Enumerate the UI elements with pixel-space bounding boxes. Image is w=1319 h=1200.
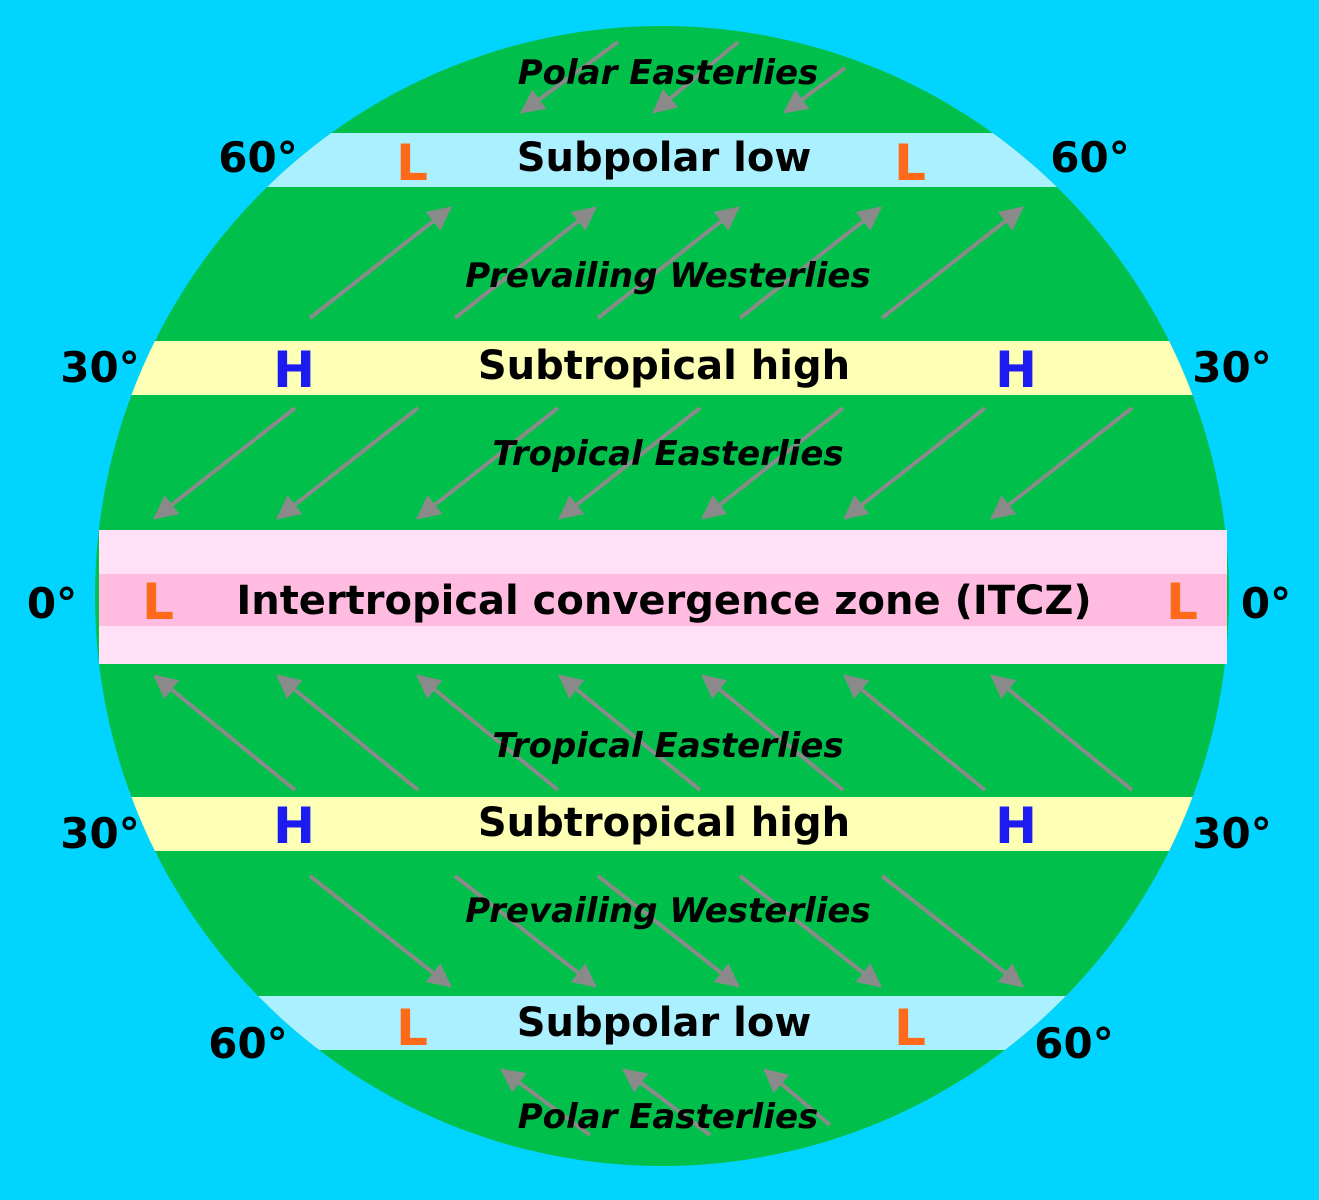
prevailing-westerlies-label-south: Prevailing Westerlies [465, 891, 870, 931]
polar-easterlies-label-south: Polar Easterlies [518, 1097, 819, 1137]
arrow-polar-easterly [622, 1068, 712, 1137]
arrow-polar-easterly [783, 66, 847, 114]
arrow-tropical-easterly [276, 406, 420, 520]
arrow-westerly [738, 206, 882, 320]
arrow-tropical-easterly [701, 406, 845, 520]
latitude-label-60-nw: 60° [218, 133, 297, 182]
tropical-easterlies-label-south: Tropical Easterlies [492, 726, 843, 766]
high-pressure-marker: H [995, 341, 1037, 399]
polar-easterlies-label-north: Polar Easterlies [518, 53, 819, 93]
arrow-tropical-easterly [416, 406, 560, 520]
latitude-label-60-se: 60° [1034, 1019, 1113, 1068]
low-pressure-marker: L [1166, 573, 1198, 631]
low-pressure-marker: L [894, 134, 926, 192]
high-pressure-marker: H [273, 341, 315, 399]
low-pressure-marker: L [396, 134, 428, 192]
low-pressure-marker: L [142, 573, 174, 631]
low-pressure-marker: L [894, 999, 926, 1057]
subtropical-high-band-north [95, 341, 1229, 395]
arrow-tropical-easterly [990, 674, 1134, 792]
itcz-band-core [99, 574, 1227, 626]
arrow-tropical-easterly [843, 674, 987, 792]
subpolar-low-label-north: Subpolar low [517, 135, 812, 181]
subpolar-low-label-south: Subpolar low [517, 1000, 812, 1046]
subtropical-high-band-south [95, 797, 1229, 851]
latitude-label-0-w: 0° [27, 579, 77, 628]
subtropical-high-label-north: Subtropical high [478, 343, 850, 389]
arrow-westerly [880, 874, 1024, 988]
arrow-tropical-easterly [416, 674, 560, 792]
latitude-label-30-nw: 30° [60, 343, 139, 392]
arrow-westerly [453, 206, 597, 320]
low-pressure-marker: L [396, 999, 428, 1057]
arrow-westerly [596, 206, 740, 320]
arrow-polar-easterly [763, 1068, 832, 1127]
arrow-tropical-easterly [153, 674, 297, 792]
arrow-westerly [596, 874, 740, 988]
arrow-polar-easterly [652, 40, 740, 114]
arrow-tropical-easterly [276, 674, 420, 792]
arrow-westerly [308, 874, 452, 988]
arrow-westerly [880, 206, 1024, 320]
latitude-label-30-ne: 30° [1192, 343, 1271, 392]
arrow-westerly [738, 874, 882, 988]
wind-arrows [153, 40, 1134, 1137]
arrow-westerly [308, 206, 452, 320]
arrow-polar-easterly [520, 40, 620, 114]
latitude-label-30-se: 30° [1192, 809, 1271, 858]
arrow-polar-easterly [500, 1068, 592, 1137]
latitude-label-60-sw: 60° [208, 1019, 287, 1068]
prevailing-westerlies-label-north: Prevailing Westerlies [465, 256, 870, 296]
high-pressure-marker: H [273, 797, 315, 855]
latitude-label-30-sw: 30° [60, 809, 139, 858]
arrow-westerly [453, 874, 597, 988]
arrow-tropical-easterly [843, 406, 987, 520]
high-pressure-marker: H [995, 797, 1037, 855]
arrow-tropical-easterly [558, 674, 702, 792]
subtropical-high-label-south: Subtropical high [478, 800, 850, 846]
arrow-tropical-easterly [153, 406, 297, 520]
arrow-tropical-easterly [558, 406, 702, 520]
arrow-tropical-easterly [990, 406, 1134, 520]
latitude-label-60-ne: 60° [1050, 133, 1129, 182]
itcz-label: Intertropical convergence zone (ITCZ) [236, 578, 1091, 624]
arrow-tropical-easterly [701, 674, 845, 792]
latitude-label-0-e: 0° [1241, 579, 1291, 628]
tropical-easterlies-label-north: Tropical Easterlies [492, 434, 843, 474]
